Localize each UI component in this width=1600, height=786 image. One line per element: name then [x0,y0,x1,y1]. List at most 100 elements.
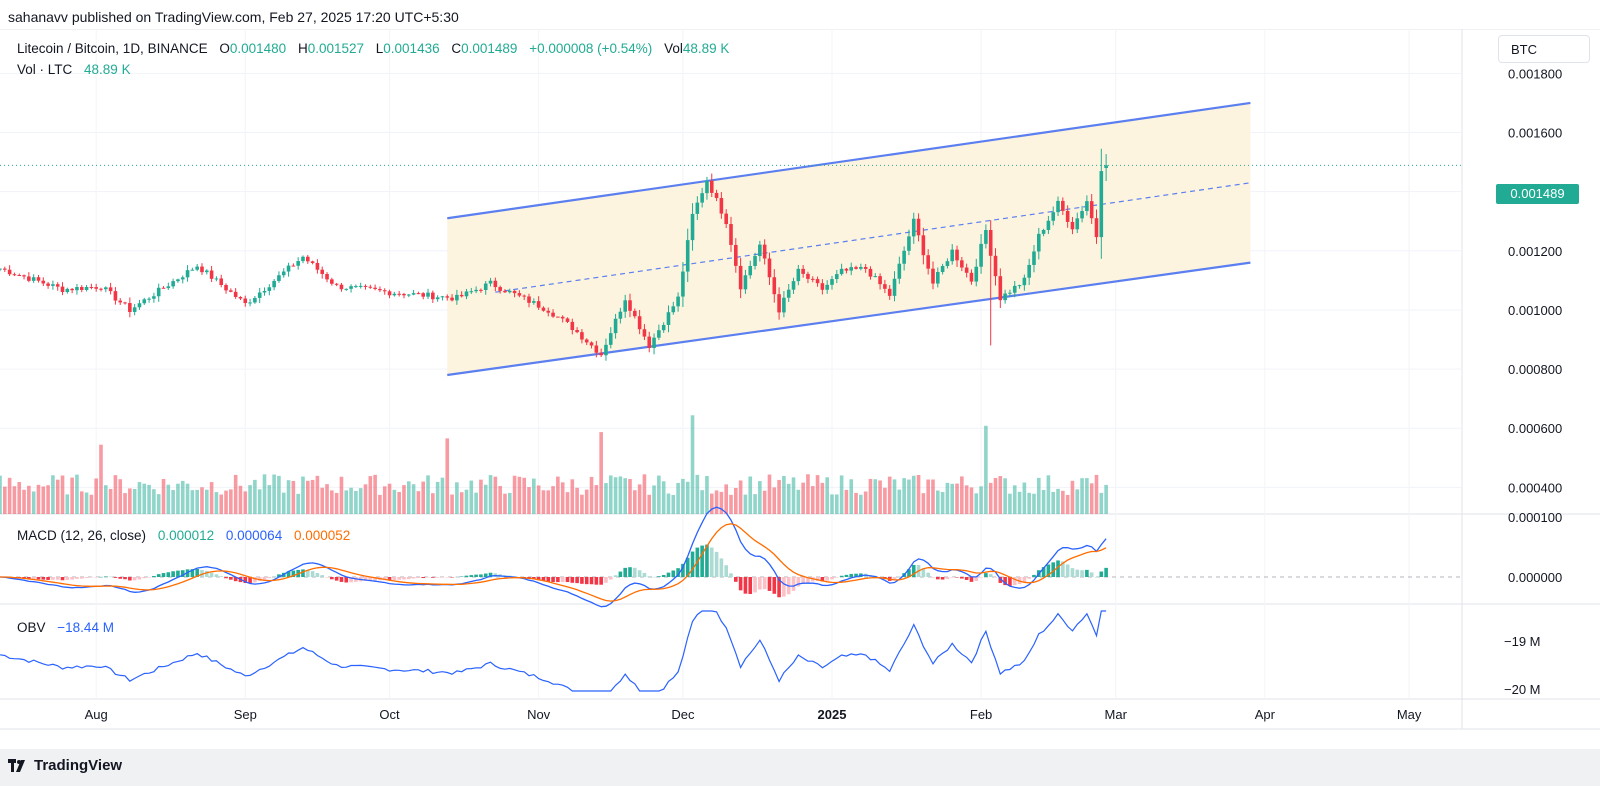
volume-bar [27,485,31,514]
obv-legend-label[interactable]: OBV [17,620,46,635]
candle-body [503,290,507,293]
macd-histogram-bar [27,577,31,580]
volume-bar [209,482,214,514]
macd-histogram-bar [310,571,315,577]
volume-bar [580,494,584,514]
volume-bar [1056,488,1060,514]
volume-bar [1089,483,1094,514]
chart-frame[interactable]: 0.0018000.0016000.0014000.0012000.001000… [0,29,1600,749]
macd-histogram-bar [70,577,74,580]
macd-histogram-bar [772,577,777,594]
macd-histogram-bar [964,577,969,580]
candle-body [488,280,493,284]
volume-bar [180,480,185,514]
macd-histogram-bar [705,544,709,577]
volume-bar [599,432,603,514]
macd-histogram-bar [589,577,594,585]
macd-histogram-bar [416,577,421,578]
candle-body [55,284,60,287]
macd-histogram-bar [435,577,440,578]
candle-body [993,255,998,277]
volume-bar [868,478,873,514]
candle-body [820,283,825,290]
volume-bar [849,479,854,514]
candle-body [964,267,969,273]
candle-body [248,302,252,304]
volume-bar [382,486,387,514]
candle-body [291,265,296,267]
macd-histogram-bar [128,577,132,581]
time-tick-label: Feb [970,707,992,722]
volume-bar [416,491,421,514]
volume-bar [238,485,243,514]
macd-histogram-bar [373,577,377,581]
volume-bar [3,486,7,514]
candle-body [1070,221,1075,230]
candle-body [589,342,594,346]
volume-bar [714,490,719,514]
macd-histogram-bar [339,577,344,582]
channel-mid-line [495,182,1251,293]
candle-body [320,269,325,275]
macd-histogram-bar [55,577,60,580]
candle-body [714,192,719,199]
volume-bar [729,494,733,514]
candle-body [440,296,445,298]
volume-bar [618,476,623,514]
candle-body [911,218,916,237]
macd-histogram-bar [147,577,151,578]
candle-body [41,280,46,284]
volume-legend-label[interactable]: Vol · LTC [17,62,73,77]
volume-bar [1032,493,1036,514]
macd-legend-label[interactable]: MACD (12, 26, close) [17,528,147,543]
legend-symbol[interactable]: Litecoin / Bitcoin, 1D, BINANCE [17,41,208,56]
candle-body [387,291,392,296]
volume-bar [118,479,123,514]
candle-body [748,265,753,276]
candle-body [354,286,358,288]
candle-body [70,288,74,291]
volume-bar [676,482,680,514]
macd-histogram-bar [431,577,435,578]
volume-bar [512,475,517,514]
candle-body [464,291,469,297]
macd-histogram-bar [387,577,392,581]
volume-bar [897,489,902,514]
candle-body [402,293,406,296]
volume-bar [392,489,397,514]
macd-histogram-bar [546,577,551,582]
candle-body [580,332,584,340]
macd-histogram-bar [1008,577,1012,586]
macd-histogram-bar [753,577,757,593]
candle-body [599,352,603,356]
volume-bar [758,481,762,514]
candle-body [27,276,31,281]
time-tick-label: Apr [1255,707,1276,722]
macd-histogram-bar [714,551,719,577]
macd-histogram-bar [1046,564,1051,577]
macd-histogram-bar [551,577,555,583]
macd-histogram-bar [988,574,993,577]
candle-body [229,290,233,292]
chart-svg[interactable]: 0.0018000.0016000.0014000.0012000.001000… [0,29,1600,749]
tradingview-brand[interactable]: TradingView [8,757,122,774]
time-tick-label: Aug [85,707,108,722]
time-tick-label: Sep [234,707,257,722]
volume-bar [695,474,700,514]
macd-histogram-bar [483,573,488,577]
candle-body [75,287,79,291]
candle-body [156,287,161,297]
channel-fill [447,102,1251,376]
volume-bar [469,480,474,514]
volume-bar [690,415,695,514]
currency-unit-button[interactable]: BTC [1498,35,1590,63]
candle-body [267,287,272,291]
volume-bar [51,475,55,514]
candle-body [3,268,7,270]
candle-body [825,284,829,290]
volume-bar [257,489,262,514]
macd-histogram-bar [835,577,839,578]
price-tick-label: 0.000600 [1508,421,1562,436]
time-tick-label: 2025 [818,707,847,722]
macd-histogram-bar [1075,569,1080,577]
